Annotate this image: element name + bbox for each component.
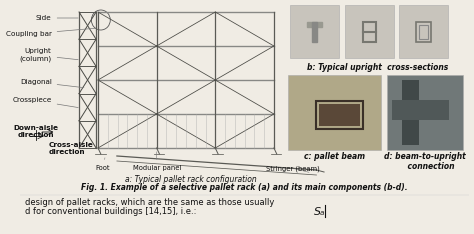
Text: Stringer (beam): Stringer (beam) (266, 165, 320, 172)
Bar (307, 22, 322, 26)
Text: Modular panel: Modular panel (133, 152, 181, 171)
Text: Coupling bar: Coupling bar (6, 28, 95, 37)
Text: Upright
(column): Upright (column) (19, 48, 78, 62)
Text: Crosspiece: Crosspiece (12, 97, 78, 108)
Bar (345, 5, 394, 58)
Text: Side: Side (36, 15, 78, 21)
Bar (419, 25, 428, 39)
Text: Diagonal: Diagonal (20, 79, 84, 88)
Text: Cross-aisle
direction: Cross-aisle direction (49, 142, 93, 155)
Text: Fig. 1. Example of a selective pallet rack (a) and its main components (b-d).: Fig. 1. Example of a selective pallet ra… (81, 183, 408, 192)
Text: d: beam-to-upright
    connection: d: beam-to-upright connection (384, 152, 466, 171)
Bar (387, 75, 463, 150)
Text: Sₐ: Sₐ (314, 207, 325, 217)
Text: a: Typical pallet rack configuration: a: Typical pallet rack configuration (125, 175, 256, 184)
Bar (319, 104, 360, 126)
Text: design of pallet racks, which are the same as those usually: design of pallet racks, which are the sa… (25, 198, 274, 207)
Text: c: pallet beam: c: pallet beam (304, 152, 365, 161)
Text: Down-aisle
direction: Down-aisle direction (13, 125, 58, 138)
Bar (288, 75, 381, 150)
Bar (392, 100, 449, 120)
Bar (399, 5, 448, 58)
Bar (416, 22, 431, 41)
Bar (316, 101, 363, 129)
Text: d for conventional buildings [14,15], i.e.:: d for conventional buildings [14,15], i.… (25, 207, 197, 216)
Text: b: Typical upright  cross-sections: b: Typical upright cross-sections (307, 63, 448, 72)
Bar (401, 80, 419, 145)
Bar (290, 5, 339, 58)
Bar (312, 22, 318, 41)
Text: Foot: Foot (95, 158, 110, 171)
